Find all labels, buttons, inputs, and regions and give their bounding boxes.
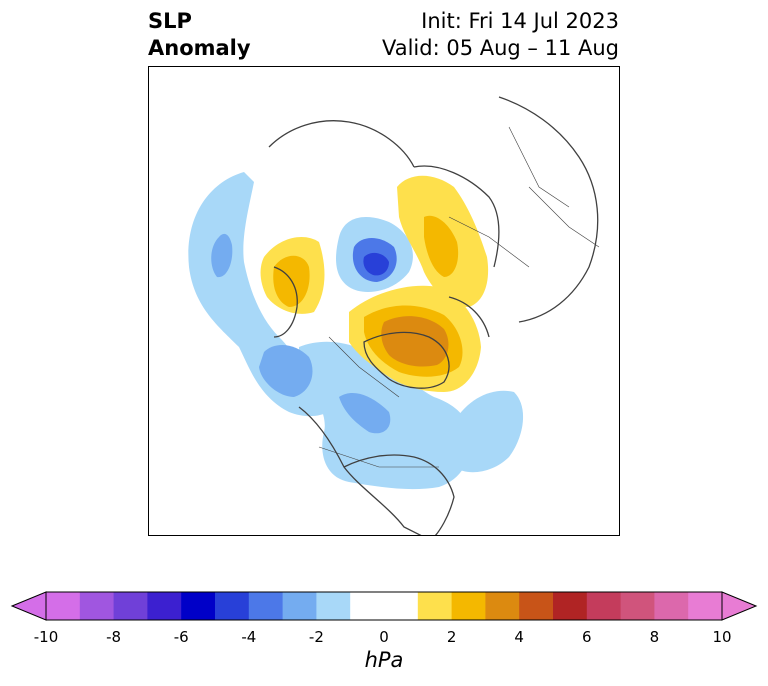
colorbar-segment: [79, 592, 115, 620]
colorbar-segment: [248, 592, 284, 620]
colorbar-segment: [519, 592, 554, 620]
colorbar: [10, 591, 758, 621]
title-type: Anomaly: [148, 36, 251, 60]
colorbar-max-arrow: [721, 591, 758, 621]
valid-range: Valid: 05 Aug – 11 Aug: [381, 36, 619, 60]
colorbar-tick-label: -2: [308, 628, 324, 646]
anomaly-map: [188, 96, 600, 535]
anomaly-region-arctic-center: [363, 252, 389, 276]
political-borders: [318, 126, 600, 468]
colorbar-segment: [485, 592, 520, 620]
map-panel: [148, 66, 620, 536]
map-title: SLP Anomaly: [148, 8, 251, 62]
colorbar-segment: [553, 592, 588, 620]
colorbar-segment: [654, 592, 689, 620]
colorbar-segments: [46, 592, 723, 620]
colorbar-segment: [147, 592, 182, 620]
colorbar-segment: [181, 592, 216, 620]
colorbar-min-arrow: [10, 591, 47, 621]
colorbar-tick-label: -6: [173, 628, 189, 646]
colorbar-border: [45, 591, 723, 621]
init-date: Init: Fri 14 Jul 2023: [421, 9, 619, 33]
colorbar-segment: [215, 592, 250, 620]
anomaly-region-hudson: [339, 392, 391, 434]
colorbar-segment: [586, 592, 622, 620]
anomaly-region-pacific-core: [211, 233, 233, 278]
map-dates: Init: Fri 14 Jul 2023 Valid: 05 Aug – 11…: [382, 8, 619, 62]
anomaly-region-greenland-core: [381, 316, 449, 367]
anomaly-region-siberia-mid: [424, 215, 459, 277]
colorbar-tick-label: -8: [106, 628, 122, 646]
title-variable: SLP: [148, 9, 192, 33]
colorbar-segment: [451, 592, 486, 620]
colorbar-tick-label: -10: [33, 628, 59, 646]
coastlines: [268, 96, 599, 535]
anomaly-region-pacific-low: [188, 172, 344, 417]
colorbar-segment: [316, 592, 351, 620]
colorbar-tick-label: 10: [712, 628, 732, 646]
colorbar-tick-label: 6: [582, 628, 592, 646]
colorbar-label: hPa: [364, 648, 404, 672]
colorbar-segment: [350, 592, 385, 620]
colorbar-tick-label: 0: [379, 628, 389, 646]
anomaly-region-atlantic-low: [447, 390, 524, 473]
colorbar-segment: [46, 592, 81, 620]
colorbar-segment: [113, 592, 148, 620]
colorbar-tick-label: 8: [649, 628, 660, 646]
colorbar-segment: [282, 592, 317, 620]
colorbar-tick-label: -4: [241, 628, 257, 646]
colorbar-segment: [384, 592, 419, 620]
anomaly-region-alaska-core: [259, 345, 313, 397]
colorbar-segment: [417, 592, 453, 620]
colorbar-tick-label: 2: [446, 628, 457, 646]
colorbar-segment: [688, 592, 723, 620]
colorbar-segment: [620, 592, 655, 620]
colorbar-tick-label: 4: [514, 628, 524, 646]
